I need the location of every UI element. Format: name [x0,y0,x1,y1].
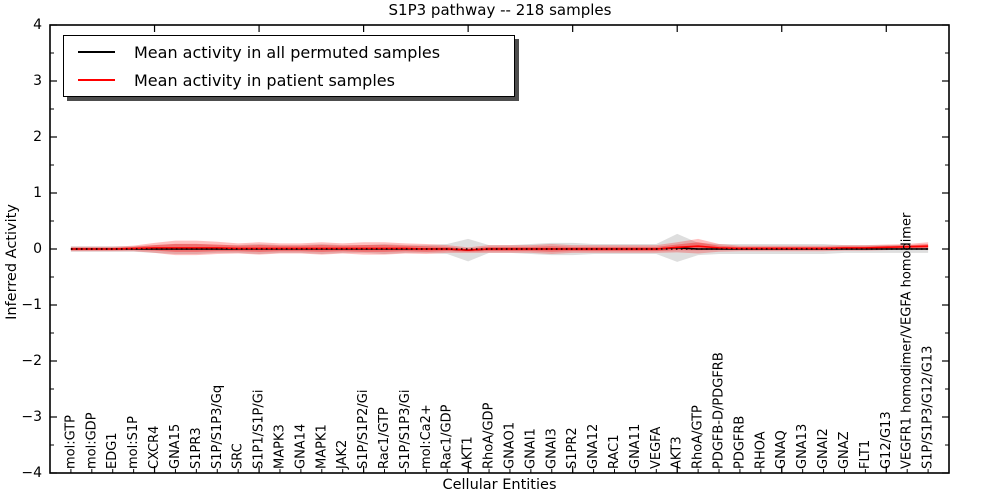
chart-title: S1P3 pathway -- 218 samples [388,1,612,19]
legend-item-permuted: Mean activity in all permuted samples [64,39,514,65]
svg-text:RhoA/GDP: RhoA/GDP [482,402,497,469]
svg-text:PDGFRB: PDGFRB [732,416,747,469]
patient-std-band [70,238,929,256]
svg-text:VEGFA: VEGFA [649,427,664,469]
svg-text:GNAO1: GNAO1 [502,422,517,469]
svg-text:GNA12: GNA12 [586,424,601,469]
svg-text:S1P/S1P3/Gi: S1P/S1P3/Gi [398,390,413,469]
svg-text:VEGFR1 homodimer/VEGFA homodim: VEGFR1 homodimer/VEGFA homodimer [900,212,915,469]
svg-text:S1PR2: S1PR2 [565,427,580,469]
svg-text:GNA14: GNA14 [293,424,308,469]
svg-text:MAPK1: MAPK1 [314,424,329,469]
axis-ticks: −4 −3 −2 −1 0 1 2 3 4 [21,17,949,481]
svg-text:S1P1/S1P/Gi: S1P1/S1P/Gi [252,390,267,469]
svg-text:mol:GDP: mol:GDP [84,412,99,469]
svg-text:GNA15: GNA15 [168,424,183,469]
legend-label-patient: Mean activity in patient samples [134,70,395,90]
svg-text:EDG1: EDG1 [105,432,120,469]
svg-text:PDGFB-D/PDGFRB: PDGFB-D/PDGFRB [712,352,727,469]
svg-text:GNA11: GNA11 [628,424,643,469]
svg-text:RAC1: RAC1 [607,434,622,469]
legend: Mean activity in all permuted samples Me… [63,35,515,97]
svg-text:4: 4 [33,17,42,33]
permuted-line-sample-icon [78,51,115,53]
svg-text:−3: −3 [21,409,42,425]
permuted-std-band [70,233,929,262]
legend-label-permuted: Mean activity in all permuted samples [134,42,441,62]
mean-patient-line [70,245,929,251]
svg-text:GNA13: GNA13 [795,424,810,469]
svg-text:JAK2: JAK2 [335,440,350,470]
svg-text:2: 2 [33,129,42,145]
svg-text:mol:GTP: mol:GTP [63,415,78,469]
svg-text:GNAI3: GNAI3 [544,428,559,469]
svg-text:MAPK3: MAPK3 [272,424,287,469]
svg-text:GNAI1: GNAI1 [523,428,538,469]
svg-text:FLT1: FLT1 [858,440,873,469]
svg-text:SRC: SRC [231,443,246,469]
svg-text:S1P/S1P3/G12/G13: S1P/S1P3/G12/G13 [921,346,936,469]
svg-text:GNAQ: GNAQ [774,430,789,469]
svg-text:GNAZ: GNAZ [837,431,852,469]
svg-text:G12/G13: G12/G13 [879,411,894,469]
x-tick-labels: mol:GTP mol:GDP EDG1 mol:S1P CXCR4 GNA15 S1PR3… [63,212,935,470]
svg-text:1: 1 [33,185,42,201]
svg-text:−2: −2 [21,353,42,369]
svg-text:S1P/S1P3/Gq: S1P/S1P3/Gq [210,385,225,469]
x-axis-label: Cellular Entities [442,477,557,493]
svg-text:S1P/S1P2/Gi: S1P/S1P2/Gi [356,390,371,469]
svg-text:−1: −1 [21,297,42,313]
svg-text:CXCR4: CXCR4 [147,426,162,469]
svg-text:−4: −4 [21,465,42,481]
svg-text:RHOA: RHOA [753,431,768,469]
svg-text:3: 3 [33,73,42,89]
svg-text:RhoA/GTP: RhoA/GTP [691,405,706,469]
svg-text:Rac1/GTP: Rac1/GTP [377,407,392,469]
svg-text:AKT3: AKT3 [670,436,685,469]
svg-text:Rac1/GDP: Rac1/GDP [440,404,455,469]
legend-item-patient: Mean activity in patient samples [64,67,514,93]
patient-line-sample-icon [78,79,115,81]
svg-text:mol:Ca2+: mol:Ca2+ [419,404,434,469]
svg-text:AKT1: AKT1 [461,436,476,469]
svg-text:S1PR3: S1PR3 [189,427,204,469]
svg-text:mol:S1P: mol:S1P [126,416,141,469]
svg-text:GNAI2: GNAI2 [816,428,831,469]
svg-text:0: 0 [33,241,42,257]
